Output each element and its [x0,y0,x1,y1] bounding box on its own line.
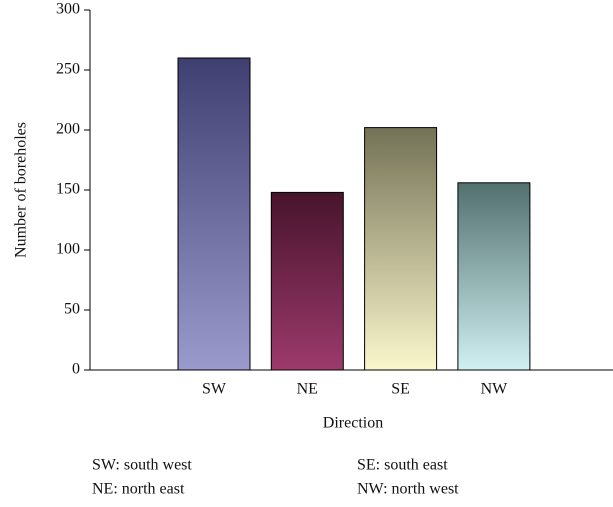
y-tick-label: 0 [72,361,80,378]
y-tick-label: 50 [64,301,80,318]
bar [457,182,531,371]
x-axis-title: Direction [323,415,383,432]
note: SW: south west [92,457,192,474]
bar [270,191,344,371]
bar [177,57,251,371]
x-tick-label: SW [202,381,227,398]
y-tick-label: 100 [56,241,80,258]
note: NE: north east [92,481,185,498]
y-tick-label: 250 [56,61,80,78]
x-tick-label: NW [481,381,509,398]
y-tick-label: 200 [56,121,80,138]
x-tick-label: SE [391,381,410,398]
note: NW: north west [357,481,459,498]
y-axis-title: Number of boreholes [13,122,30,258]
bar [364,127,438,371]
y-tick-label: 150 [56,181,80,198]
x-tick-label: NE [297,381,318,398]
note: SE: south east [357,457,448,474]
y-tick-label: 300 [56,1,80,18]
